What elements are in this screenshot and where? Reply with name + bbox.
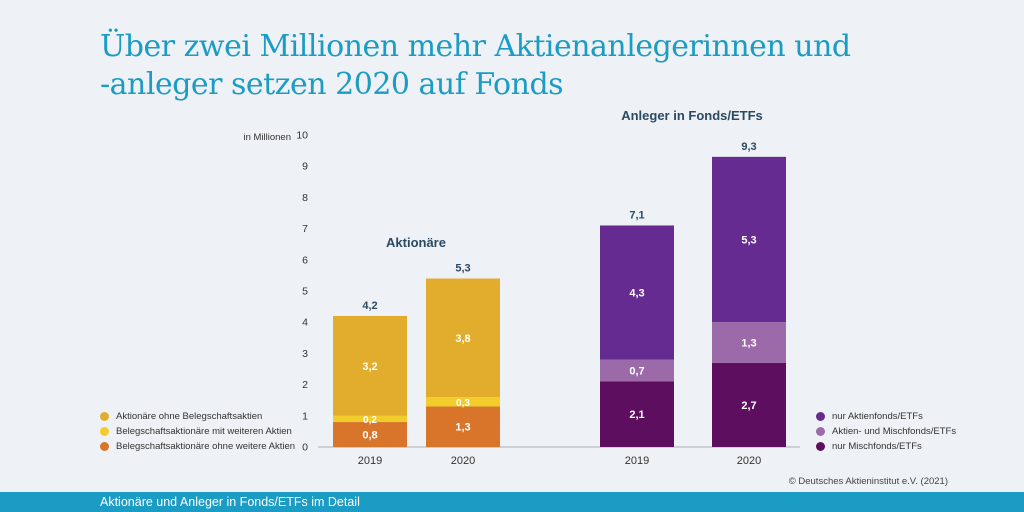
- bar-segment: [426, 278, 500, 398]
- bar-segment: [600, 381, 674, 447]
- x-tick-label: 2019: [625, 455, 649, 467]
- legend-label: Belegschaftsaktionäre mit weiteren Aktie…: [116, 426, 292, 437]
- bar-value-label: 0,7: [629, 366, 644, 378]
- x-tick-label: 2020: [737, 455, 761, 467]
- legend-label: Aktien- und Mischfonds/ETFs: [832, 426, 957, 437]
- y-tick-label: 10: [296, 130, 308, 142]
- y-tick-label: 2: [302, 379, 308, 391]
- legend-item: nur Aktienfonds/ETFs: [816, 409, 956, 424]
- legend-fonds: nur Aktienfonds/ETFs Aktien- und Mischfo…: [816, 409, 956, 454]
- x-tick-label: 2020: [451, 455, 475, 467]
- legend-item: Belegschaftsaktionäre ohne weitere Aktie…: [100, 439, 295, 454]
- legend-label: nur Mischfonds/ETFs: [832, 441, 922, 452]
- bar-value-label: 3,8: [455, 333, 470, 345]
- bar-value-label: 5,3: [741, 235, 756, 247]
- group-title: Aktionäre: [386, 235, 446, 250]
- legend-label: Belegschaftsaktionäre ohne weitere Aktie…: [116, 441, 296, 452]
- legend-label: Aktionäre ohne Belegschaftsaktien: [116, 411, 263, 422]
- y-tick-label: 7: [302, 223, 308, 235]
- bar-segment: [333, 422, 407, 447]
- bar-value-label: 0,3: [456, 398, 470, 409]
- y-tick-label: 4: [302, 317, 308, 329]
- title-line-2: -anleger setzen 2020 auf Fonds: [100, 67, 564, 102]
- bar-segment: [712, 322, 786, 363]
- legend-swatch: [100, 442, 109, 451]
- bar-value-label: 1,3: [741, 337, 756, 349]
- legend-label: nur Aktienfonds/ETFs: [832, 411, 923, 422]
- y-tick-label: 8: [302, 192, 308, 204]
- bar-value-label: 0,8: [362, 430, 377, 442]
- legend-swatch: [816, 442, 825, 451]
- bar-segment: [426, 406, 500, 447]
- page-title: Über zwei Millionen mehr Aktienanlegerin…: [100, 28, 960, 104]
- bar-segment: [712, 156, 786, 323]
- legend-item: Aktien- und Mischfonds/ETFs: [816, 424, 956, 439]
- bar-value-label: 2,7: [741, 400, 756, 412]
- legend-item: Aktionäre ohne Belegschaftsaktien: [100, 409, 295, 424]
- legend-swatch: [100, 427, 109, 436]
- bar-segment: [426, 397, 500, 407]
- bar-value-label: 0,2: [363, 415, 377, 426]
- legend-aktionaere: Aktionäre ohne Belegschaftsaktien Belegs…: [100, 409, 295, 454]
- y-tick-label: 3: [302, 348, 308, 360]
- y-tick-label: 9: [302, 161, 308, 173]
- y-tick-label: 1: [302, 410, 308, 422]
- y-tick-label: 0: [302, 442, 308, 454]
- bar-total-label: 7,1: [629, 209, 644, 221]
- bar-total-label: 5,3: [455, 263, 470, 275]
- legend-item: nur Mischfonds/ETFs: [816, 439, 956, 454]
- bar-total-label: 9,3: [741, 141, 756, 153]
- bar-total-label: 4,2: [362, 300, 377, 312]
- y-axis-unit-label: in Millionen: [243, 132, 291, 143]
- legend-swatch: [816, 412, 825, 421]
- y-tick-label: 6: [302, 254, 308, 266]
- group-title: Anleger in Fonds/ETFs: [621, 108, 763, 123]
- bar-segment: [333, 415, 407, 423]
- legend-swatch: [816, 427, 825, 436]
- footer-bar: Aktionäre und Anleger in Fonds/ETFs im D…: [0, 492, 1024, 512]
- x-tick-label: 2019: [358, 455, 382, 467]
- legend-swatch: [100, 412, 109, 421]
- copyright-note: © Deutsches Aktieninstitut e.V. (2021): [788, 476, 948, 487]
- bar-segment: [600, 359, 674, 382]
- title-line-1: Über zwei Millionen mehr Aktienanlegerin…: [100, 29, 851, 64]
- legend-item: Belegschaftsaktionäre mit weiteren Aktie…: [100, 424, 295, 439]
- bar-value-label: 1,3: [455, 422, 470, 434]
- bar-value-label: 2,1: [629, 409, 644, 421]
- bar-value-label: 4,3: [629, 288, 644, 300]
- bar-segment: [600, 225, 674, 360]
- bar-segment: [712, 362, 786, 447]
- bar-segment: [333, 315, 407, 416]
- bar-value-label: 3,2: [362, 361, 377, 373]
- y-tick-label: 5: [302, 286, 308, 298]
